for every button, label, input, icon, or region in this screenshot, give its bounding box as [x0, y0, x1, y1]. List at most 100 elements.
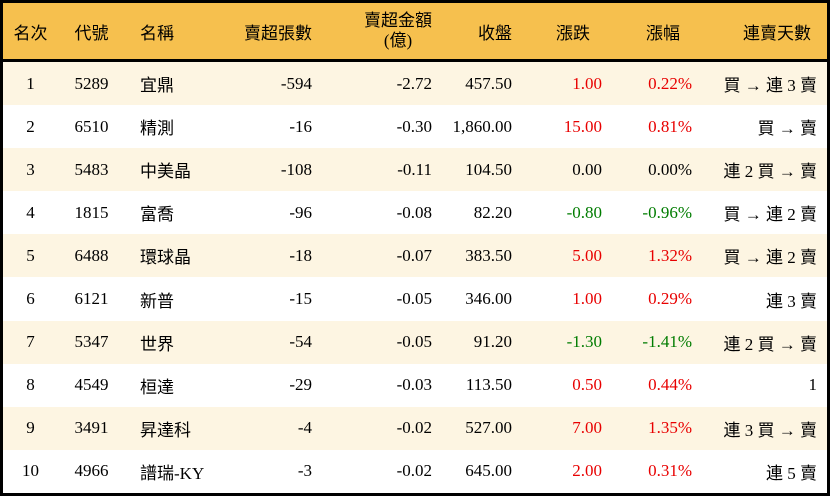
cell-rank: 5	[26, 245, 35, 265]
cell-change: 1.00	[572, 73, 602, 93]
cell-change: 15.00	[563, 116, 602, 136]
cell-streak: 連 5 賣	[766, 463, 817, 483]
cell-sell-volume: -15	[289, 289, 312, 309]
cell-sell-volume: -594	[280, 73, 312, 93]
cell-close: 91.20	[473, 332, 512, 352]
cell-sell-amount: -0.02	[396, 418, 432, 438]
cell-name: 環球晶	[140, 248, 191, 268]
column-header-sell-volume: 賣超張數	[244, 23, 312, 43]
cell-sell-amount: -0.08	[396, 202, 432, 222]
column-header-sell-amount: 賣超金額 (億)	[320, 3, 440, 59]
cell-code: 4966	[74, 461, 109, 481]
cell-rank: 2	[26, 116, 35, 136]
table-row[interactable]: 4 1815 富喬 -96 -0.08 82.20 -0.80 -0.96% 買 → 連 2 賣	[3, 191, 827, 235]
cell-sell-volume: -18	[289, 245, 312, 265]
cell-sell-volume: -108	[280, 159, 312, 179]
table-row[interactable]: 1 5289 宜鼎 -594 -2.72 457.50 1.00 0.22% 買 → 連 3 賣	[3, 62, 827, 106]
cell-close: 82.20	[473, 202, 512, 222]
table-row[interactable]: 6 6121 新普 -15 -0.05 346.00 1.00 0.29% 連 3 賣	[3, 277, 827, 321]
cell-streak: 連 3 賣	[766, 291, 817, 311]
cell-name: 富喬	[140, 205, 174, 225]
cell-streak: 買 → 連 3 賣	[723, 76, 818, 96]
column-header-close: 收盤	[478, 23, 512, 43]
table-body: 1 5289 宜鼎 -594 -2.72 457.50 1.00 0.22% 買 → 連 3 賣…	[3, 62, 827, 493]
cell-change-pct: 0.81%	[648, 116, 692, 136]
cell-change-pct: 0.22%	[648, 73, 692, 93]
cell-sell-volume: -16	[289, 116, 312, 136]
cell-change: -1.30	[566, 332, 602, 352]
column-header-rank: 名次	[13, 23, 48, 43]
cell-change: -0.80	[566, 202, 602, 222]
cell-code: 6510	[74, 116, 109, 136]
cell-code: 5347	[74, 332, 109, 352]
cell-streak: 買 → 連 2 賣	[723, 205, 818, 225]
cell-change: 1.00	[572, 289, 602, 309]
cell-sell-volume: -29	[289, 375, 312, 395]
column-header-sell-amount-line1: 賣超金額	[364, 10, 432, 30]
cell-change-pct: 0.29%	[648, 289, 692, 309]
cell-rank: 6	[26, 289, 35, 309]
cell-streak: 連 3 買 → 賣	[723, 420, 818, 440]
cell-sell-volume: -3	[297, 461, 312, 481]
cell-rank: 3	[26, 159, 35, 179]
cell-name: 世界	[140, 334, 174, 354]
cell-rank: 4	[26, 202, 35, 222]
cell-streak: 買 → 賣	[757, 119, 818, 139]
cell-sell-amount: -0.05	[396, 332, 432, 352]
cell-code: 5483	[74, 159, 109, 179]
cell-close: 645.00	[465, 461, 512, 481]
column-header-sell-amount-line2: (億)	[383, 31, 413, 50]
cell-sell-amount: -0.02	[396, 461, 432, 481]
cell-rank: 1	[26, 73, 35, 93]
table-row[interactable]: 9 3491 昇達科 -4 -0.02 527.00 7.00 1.35% 連 3 買 → 賣	[3, 406, 827, 450]
table-header-row: 名次 代號 名稱 賣超張數 賣超金額 (億) 收盤 漲跌 漲幅 連賣天數	[3, 3, 827, 62]
table-row[interactable]: 2 6510 精測 -16 -0.30 1,860.00 15.00 0.81% 買 → 賣	[3, 105, 827, 149]
cell-change: 0.50	[572, 375, 602, 395]
cell-streak: 1	[808, 375, 818, 395]
cell-change-pct: 0.44%	[648, 375, 692, 395]
table-row[interactable]: 10 4966 譜瑞-KY -3 -0.02 645.00 2.00 0.31% 連 5 賣	[3, 449, 827, 493]
table-row[interactable]: 5 6488 環球晶 -18 -0.07 383.50 5.00 1.32% 買 → 連 2 賣	[3, 234, 827, 278]
cell-change: 0.00	[572, 159, 602, 179]
cell-streak: 連 2 買 → 賣	[723, 162, 818, 182]
cell-sell-amount: -0.30	[396, 116, 432, 136]
column-header-change: 漲跌	[556, 23, 590, 43]
cell-rank: 8	[26, 375, 35, 395]
column-header-change-pct: 漲幅	[646, 23, 680, 43]
cell-sell-volume: -4	[297, 418, 312, 438]
cell-change-pct: 0.00%	[648, 159, 692, 179]
cell-name: 中美晶	[140, 162, 191, 182]
cell-sell-volume: -96	[289, 202, 312, 222]
cell-change-pct: 1.35%	[648, 418, 692, 438]
cell-code: 6121	[74, 289, 109, 309]
cell-sell-amount: -0.03	[396, 375, 432, 395]
cell-code: 6488	[74, 245, 109, 265]
cell-close: 104.50	[465, 159, 512, 179]
cell-sell-amount: -2.72	[396, 73, 432, 93]
cell-sell-amount: -0.11	[397, 159, 432, 179]
cell-sell-volume: -54	[289, 332, 312, 352]
cell-close: 527.00	[465, 418, 512, 438]
cell-name: 新普	[140, 291, 174, 311]
cell-name: 昇達科	[140, 420, 191, 440]
cell-change: 7.00	[572, 418, 602, 438]
cell-code: 3491	[74, 418, 109, 438]
cell-rank: 10	[22, 461, 39, 481]
table-row[interactable]: 8 4549 桓達 -29 -0.03 113.50 0.50 0.44% 1	[3, 363, 827, 407]
cell-close: 1,860.00	[452, 116, 513, 136]
table-row[interactable]: 7 5347 世界 -54 -0.05 91.20 -1.30 -1.41% 連 2 買 → 賣	[3, 320, 827, 364]
cell-code: 5289	[74, 73, 109, 93]
cell-rank: 7	[26, 332, 35, 352]
cell-streak: 買 → 連 2 賣	[723, 248, 818, 268]
table-row[interactable]: 3 5483 中美晶 -108 -0.11 104.50 0.00 0.00% 連 2 買 → …	[3, 148, 827, 192]
cell-sell-amount: -0.05	[396, 289, 432, 309]
cell-name: 精測	[140, 119, 174, 139]
cell-close: 457.50	[465, 73, 512, 93]
cell-change-pct: -1.41%	[642, 332, 692, 352]
cell-change: 5.00	[572, 245, 602, 265]
cell-close: 383.50	[465, 245, 512, 265]
cell-rank: 9	[26, 418, 35, 438]
cell-name: 譜瑞-KY	[140, 463, 205, 483]
cell-change-pct: 0.31%	[648, 461, 692, 481]
